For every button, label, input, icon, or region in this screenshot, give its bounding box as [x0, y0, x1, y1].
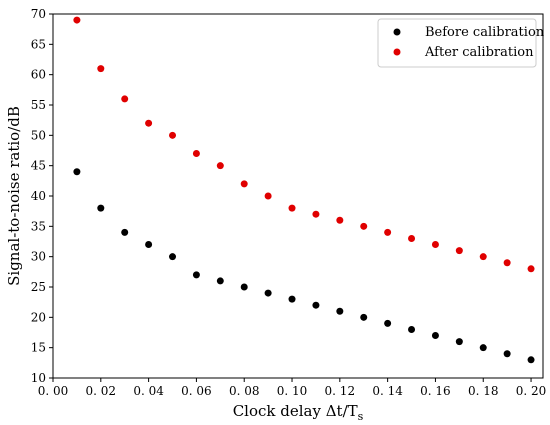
- data-point: [431, 332, 439, 340]
- data-point: [408, 234, 416, 242]
- x-tick-label: 0. 12: [325, 384, 356, 398]
- data-point: [479, 344, 487, 352]
- x-tick-label: 0. 10: [277, 384, 308, 398]
- data-point: [408, 325, 416, 333]
- x-tick-label: 0. 16: [420, 384, 451, 398]
- data-point: [336, 307, 344, 315]
- data-point: [216, 277, 224, 285]
- x-tick-label: 0. 04: [133, 384, 164, 398]
- data-point: [240, 283, 248, 291]
- x-axis-title: Clock delay Δt/Ts: [233, 402, 364, 423]
- data-point: [312, 210, 320, 218]
- data-point: [288, 295, 296, 303]
- legend-box: [377, 18, 537, 68]
- data-point: [73, 168, 81, 176]
- x-tick-label: 0. 06: [181, 384, 212, 398]
- data-point: [240, 180, 248, 188]
- data-point: [455, 338, 463, 346]
- data-point: [503, 259, 511, 267]
- data-point: [455, 247, 463, 255]
- data-point: [312, 301, 320, 309]
- data-point: [97, 65, 105, 73]
- y-tick-label: 10: [31, 371, 46, 385]
- y-axis-title: Signal-to-noise ratio/dB: [5, 106, 23, 286]
- data-point: [527, 356, 535, 364]
- plot-frame: [52, 13, 544, 379]
- data-point: [121, 95, 129, 103]
- data-point: [431, 241, 439, 249]
- x-axis-ticks: 0. 00 0. 02 0. 04 0. 06 0. 08 0. 10 0. 12 0. 14…: [38, 378, 547, 398]
- data-point: [264, 192, 272, 200]
- data-point: [527, 265, 535, 273]
- x-tick-label: 0. 00: [38, 384, 69, 398]
- data-point: [169, 253, 177, 261]
- data-point: [97, 204, 105, 212]
- series-after-calibration: [73, 16, 535, 273]
- x-axis-title-subscript: s: [358, 410, 364, 423]
- y-tick-label: 70: [31, 7, 46, 21]
- y-tick-label: 65: [31, 37, 46, 51]
- data-point: [384, 228, 392, 236]
- y-tick-label: 25: [31, 280, 46, 294]
- x-tick-label: 0. 18: [468, 384, 499, 398]
- data-point: [121, 228, 129, 236]
- data-point: [192, 150, 200, 158]
- data-point: [479, 253, 487, 261]
- y-axis-ticks: 10 15 20 25 30 35 40 45 50 55 60 65 70: [31, 7, 53, 385]
- legend-label-before: Before calibration: [425, 25, 545, 40]
- y-tick-label: 55: [31, 98, 46, 112]
- x-tick-label: 0. 20: [516, 384, 547, 398]
- y-tick-label: 45: [31, 159, 46, 173]
- data-point: [169, 131, 177, 139]
- x-axis-title-main: Clock delay Δt/T: [233, 402, 358, 420]
- data-point: [192, 271, 200, 279]
- data-point: [73, 16, 81, 24]
- data-point: [503, 350, 511, 358]
- legend-marker-after: [393, 48, 401, 56]
- y-tick-label: 20: [31, 310, 46, 324]
- y-tick-label: 30: [31, 250, 46, 264]
- x-tick-label: 0. 02: [86, 384, 117, 398]
- data-point: [336, 216, 344, 224]
- series-before-calibration: [73, 168, 535, 364]
- data-point: [264, 289, 272, 297]
- data-series-layer: [73, 16, 535, 364]
- data-point: [288, 204, 296, 212]
- y-tick-label: 60: [31, 68, 46, 82]
- legend-label-after: After calibration: [424, 45, 534, 60]
- x-tick-label: 0. 08: [229, 384, 260, 398]
- y-tick-label: 35: [31, 219, 46, 233]
- data-point: [216, 162, 224, 170]
- legend: Before calibration After calibration: [377, 18, 545, 68]
- data-point: [145, 241, 153, 249]
- data-point: [360, 222, 368, 230]
- data-point: [360, 313, 368, 321]
- data-point: [145, 119, 153, 127]
- legend-marker-before: [393, 28, 401, 36]
- y-tick-label: 15: [31, 341, 46, 355]
- data-point: [384, 319, 392, 327]
- x-tick-label: 0. 14: [372, 384, 403, 398]
- y-tick-label: 50: [31, 128, 46, 142]
- y-tick-label: 40: [31, 189, 46, 203]
